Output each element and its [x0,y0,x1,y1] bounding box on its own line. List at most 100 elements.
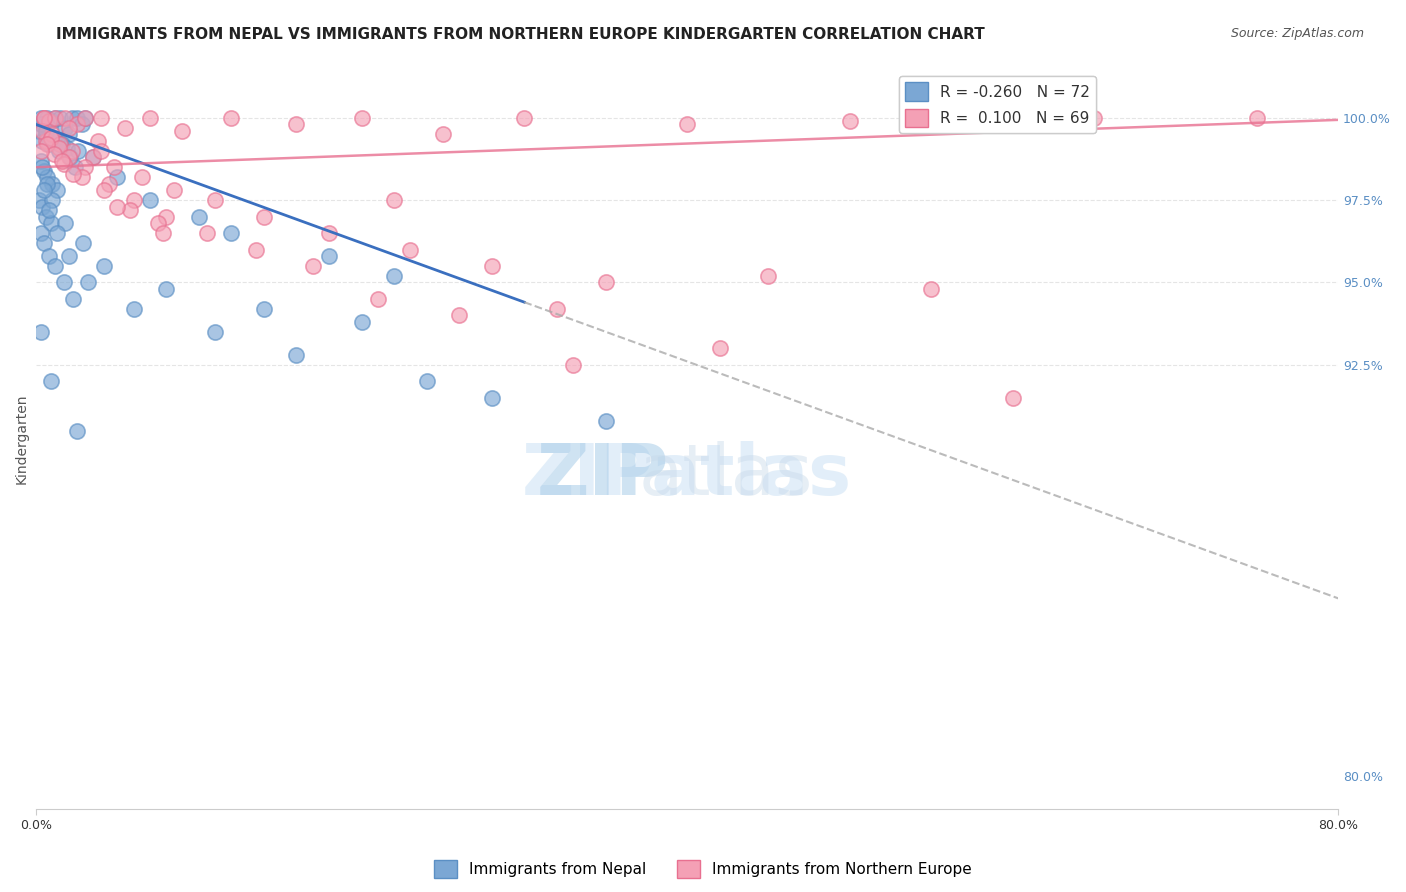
Immigrants from Northern Europe [146,216,169,230]
Immigrants from Nepal [53,216,76,230]
Immigrants from Nepal [46,183,69,197]
Immigrants from Northern Europe [318,226,340,240]
Immigrants from Nepal [38,249,60,263]
Immigrants from Northern Europe [90,144,112,158]
Immigrants from Nepal [39,130,62,145]
Immigrants from Northern Europe [285,118,308,132]
Text: IMMIGRANTS FROM NEPAL VS IMMIGRANTS FROM NORTHERN EUROPE KINDERGARTEN CORRELATIO: IMMIGRANTS FROM NEPAL VS IMMIGRANTS FROM… [56,27,986,42]
Immigrants from Northern Europe [51,153,73,168]
Immigrants from Northern Europe [98,177,121,191]
Immigrants from Nepal [73,111,96,125]
Immigrants from Northern Europe [42,147,65,161]
Text: ZIP: ZIP [536,442,669,510]
Text: ZIPatlas: ZIPatlas [522,442,852,510]
Immigrants from Nepal [38,202,60,217]
Immigrants from Northern Europe [301,259,323,273]
Immigrants from Northern Europe [481,259,503,273]
Immigrants from Northern Europe [38,114,60,128]
Immigrants from Northern Europe [32,111,55,125]
Immigrants from Nepal [46,226,69,240]
Immigrants from Nepal [318,249,340,263]
Immigrants from Nepal [59,150,82,164]
Legend: Immigrants from Nepal, Immigrants from Northern Europe: Immigrants from Nepal, Immigrants from N… [427,854,979,884]
Immigrants from Northern Europe [221,111,243,125]
Immigrants from Northern Europe [35,134,58,148]
Immigrants from Northern Europe [920,282,942,296]
Immigrants from Nepal [63,160,86,174]
Immigrants from Nepal [285,348,308,362]
Immigrants from Nepal [30,325,52,339]
Immigrants from Northern Europe [87,134,110,148]
Immigrants from Nepal [35,124,58,138]
Immigrants from Nepal [32,163,55,178]
Immigrants from Nepal [41,177,63,191]
Immigrants from Nepal [38,137,60,152]
Immigrants from Nepal [49,111,72,125]
Immigrants from Nepal [37,177,59,191]
Immigrants from Nepal [93,259,115,273]
Immigrants from Northern Europe [48,140,70,154]
Immigrants from Nepal [28,193,51,207]
Immigrants from Northern Europe [93,183,115,197]
Immigrants from Northern Europe [1083,111,1105,125]
Immigrants from Nepal [39,374,62,388]
Immigrants from Northern Europe [31,124,53,138]
Immigrants from Northern Europe [103,160,125,174]
Immigrants from Northern Europe [838,114,860,128]
Immigrants from Nepal [44,259,66,273]
Immigrants from Nepal [155,282,177,296]
Immigrants from Nepal [187,210,209,224]
Immigrants from Nepal [37,111,59,125]
Immigrants from Northern Europe [449,309,471,323]
Immigrants from Northern Europe [367,292,389,306]
Immigrants from Nepal [77,276,100,290]
Immigrants from Northern Europe [82,150,104,164]
Immigrants from Nepal [51,137,73,152]
Text: atlas: atlas [638,442,813,510]
Immigrants from Nepal [42,130,65,145]
Immigrants from Northern Europe [163,183,186,197]
Immigrants from Northern Europe [350,111,373,125]
Immigrants from Northern Europe [758,268,780,283]
Immigrants from Northern Europe [152,226,174,240]
Immigrants from Nepal [253,301,276,316]
Immigrants from Nepal [41,193,63,207]
Immigrants from Nepal [32,118,55,132]
Immigrants from Northern Europe [709,341,731,355]
Immigrants from Northern Europe [39,130,62,145]
Immigrants from Nepal [37,170,59,185]
Immigrants from Nepal [35,128,58,142]
Immigrants from Northern Europe [399,243,422,257]
Immigrants from Nepal [30,111,52,125]
Immigrants from Northern Europe [114,120,136,135]
Immigrants from Nepal [31,200,53,214]
Immigrants from Northern Europe [44,111,66,125]
Immigrants from Nepal [30,226,52,240]
Immigrants from Northern Europe [139,111,162,125]
Immigrants from Northern Europe [30,144,52,158]
Immigrants from Nepal [58,128,80,142]
Immigrants from Nepal [67,144,90,158]
Immigrants from Nepal [35,210,58,224]
Immigrants from Nepal [70,118,93,132]
Immigrants from Nepal [66,111,89,125]
Immigrants from Northern Europe [58,150,80,164]
Immigrants from Northern Europe [432,128,454,142]
Immigrants from Northern Europe [37,137,59,152]
Immigrants from Nepal [41,114,63,128]
Immigrants from Northern Europe [676,118,699,132]
Immigrants from Nepal [32,235,55,250]
Immigrants from Northern Europe [49,137,72,152]
Immigrants from Northern Europe [195,226,218,240]
Immigrants from Nepal [122,301,145,316]
Immigrants from Northern Europe [131,170,153,185]
Immigrants from Nepal [350,315,373,329]
Immigrants from Northern Europe [204,193,226,207]
Legend: R = -0.260   N = 72, R =  0.100   N = 69: R = -0.260 N = 72, R = 0.100 N = 69 [898,76,1097,133]
Immigrants from Nepal [82,150,104,164]
Immigrants from Nepal [60,111,83,125]
Immigrants from Nepal [52,276,75,290]
Immigrants from Nepal [382,268,405,283]
Immigrants from Nepal [105,170,128,185]
Immigrants from Nepal [28,124,51,138]
